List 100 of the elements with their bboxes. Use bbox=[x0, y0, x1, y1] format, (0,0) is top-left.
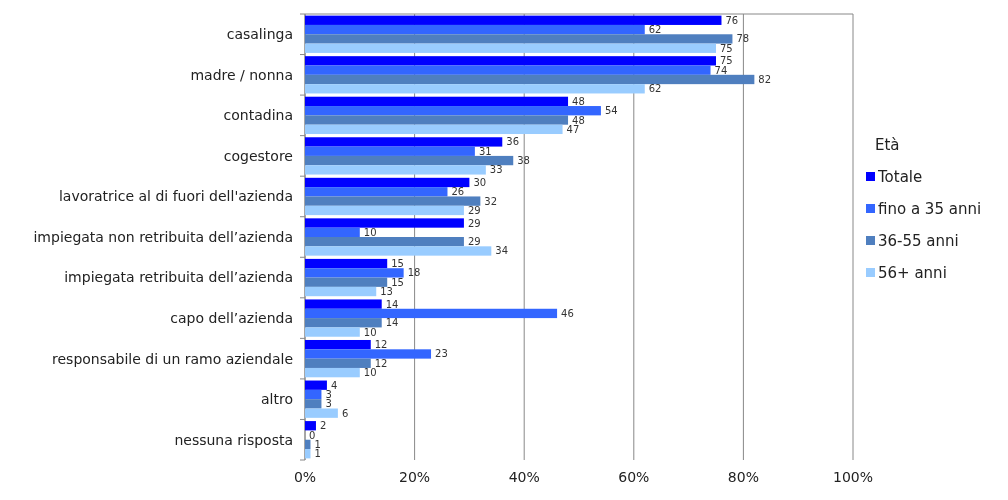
y-tick-label: capo dell’azienda bbox=[170, 309, 293, 326]
data-label: 30 bbox=[473, 176, 487, 188]
bar bbox=[305, 299, 382, 309]
x-tick-label: 80% bbox=[727, 469, 759, 485]
data-label: 48 bbox=[572, 95, 585, 107]
y-tick-label: casalinga bbox=[226, 26, 293, 43]
y-tick-label: nessuna risposta bbox=[174, 431, 293, 448]
bar bbox=[305, 349, 432, 359]
data-label: 6 bbox=[341, 407, 349, 419]
legend-label: 56+ anni bbox=[878, 264, 947, 283]
bar bbox=[305, 15, 722, 25]
x-tick-label: 40% bbox=[508, 469, 540, 485]
data-label: 29 bbox=[467, 236, 481, 248]
bar bbox=[305, 286, 377, 297]
bar bbox=[305, 146, 475, 156]
bar bbox=[305, 318, 382, 328]
legend-label: Totale bbox=[877, 168, 923, 187]
y-tick-label: lavoratrice al di fuori dell'azienda bbox=[58, 188, 293, 205]
data-label: 12 bbox=[374, 339, 388, 351]
bar bbox=[305, 65, 711, 75]
bar bbox=[305, 196, 481, 206]
x-tick-label: 60% bbox=[618, 469, 650, 485]
bar bbox=[305, 367, 360, 378]
y-tick-label: impiegata non retribuita dell’azienda bbox=[33, 228, 293, 245]
bar bbox=[305, 258, 388, 269]
bar bbox=[305, 358, 371, 368]
data-label: 38 bbox=[517, 155, 530, 167]
legend-label: 36-55 anni bbox=[878, 232, 959, 251]
data-label: 54 bbox=[604, 105, 618, 117]
bar bbox=[305, 421, 316, 431]
data-label: 1 bbox=[314, 448, 321, 460]
bar bbox=[305, 165, 486, 175]
bar bbox=[305, 399, 322, 409]
data-label: 62 bbox=[648, 83, 662, 95]
data-label: 78 bbox=[736, 33, 750, 45]
x-tick-label: 20% bbox=[399, 469, 431, 485]
data-label: 3 bbox=[325, 398, 332, 410]
y-tick-label: cogestore bbox=[223, 147, 293, 164]
data-label: 14 bbox=[385, 298, 399, 310]
data-label: 0 bbox=[309, 429, 316, 441]
data-label: 75 bbox=[720, 55, 733, 67]
y-tick-label: impiegata retribuita dell’azienda bbox=[64, 269, 293, 286]
bar bbox=[305, 380, 327, 390]
data-label: 48 bbox=[572, 114, 585, 126]
bar bbox=[305, 115, 569, 125]
bar bbox=[305, 177, 470, 188]
data-label: 32 bbox=[484, 195, 498, 207]
bar bbox=[305, 389, 322, 400]
data-label: 33 bbox=[489, 164, 503, 176]
y-tick-label: contadina bbox=[223, 107, 293, 124]
bar bbox=[305, 155, 514, 166]
legend-label: fino a 35 anni bbox=[878, 200, 982, 219]
data-label: 10 bbox=[363, 226, 377, 238]
bar bbox=[305, 96, 569, 107]
data-label: 36 bbox=[506, 136, 520, 148]
bar bbox=[305, 237, 464, 247]
data-label: 26 bbox=[451, 186, 465, 198]
data-label: 10 bbox=[363, 326, 377, 338]
bar bbox=[305, 227, 360, 237]
data-label: 23 bbox=[435, 348, 448, 360]
bar bbox=[305, 34, 733, 44]
y-tick-label: responsabile di un ramo aziendale bbox=[52, 350, 293, 367]
bar bbox=[305, 43, 716, 53]
bar bbox=[305, 187, 448, 197]
data-label: 76 bbox=[725, 14, 739, 26]
y-tick-label: madre / nonna bbox=[190, 66, 293, 83]
data-label: 3 bbox=[325, 389, 332, 401]
data-label: 12 bbox=[374, 357, 388, 369]
data-label: 15 bbox=[391, 276, 404, 288]
data-label: 13 bbox=[380, 286, 393, 298]
bar bbox=[305, 24, 645, 35]
bar bbox=[305, 74, 755, 85]
bar bbox=[305, 205, 464, 216]
data-label: 14 bbox=[385, 317, 399, 329]
bar bbox=[305, 56, 716, 66]
bar bbox=[305, 408, 338, 418]
data-label: 18 bbox=[407, 267, 421, 279]
bar bbox=[305, 246, 492, 256]
x-tick-label: 100% bbox=[832, 469, 874, 485]
data-label: 15 bbox=[391, 258, 404, 270]
bar bbox=[305, 137, 503, 147]
bar bbox=[305, 84, 645, 94]
data-label: 31 bbox=[478, 145, 492, 157]
y-tick-label: altro bbox=[261, 391, 293, 408]
data-label: 46 bbox=[561, 307, 574, 319]
data-label: 4 bbox=[330, 379, 338, 391]
data-label: 62 bbox=[648, 24, 662, 36]
bar bbox=[305, 339, 371, 350]
data-label: 75 bbox=[720, 42, 733, 54]
data-label: 29 bbox=[467, 204, 481, 216]
bar bbox=[305, 124, 563, 135]
data-label: 34 bbox=[495, 245, 509, 257]
data-label: 47 bbox=[566, 123, 580, 135]
data-label: 10 bbox=[363, 367, 377, 379]
bar bbox=[305, 268, 404, 278]
bar bbox=[305, 218, 464, 228]
bar bbox=[305, 327, 360, 337]
data-label: 74 bbox=[714, 64, 728, 76]
x-tick-label: 0% bbox=[293, 469, 317, 485]
bar bbox=[305, 106, 601, 116]
